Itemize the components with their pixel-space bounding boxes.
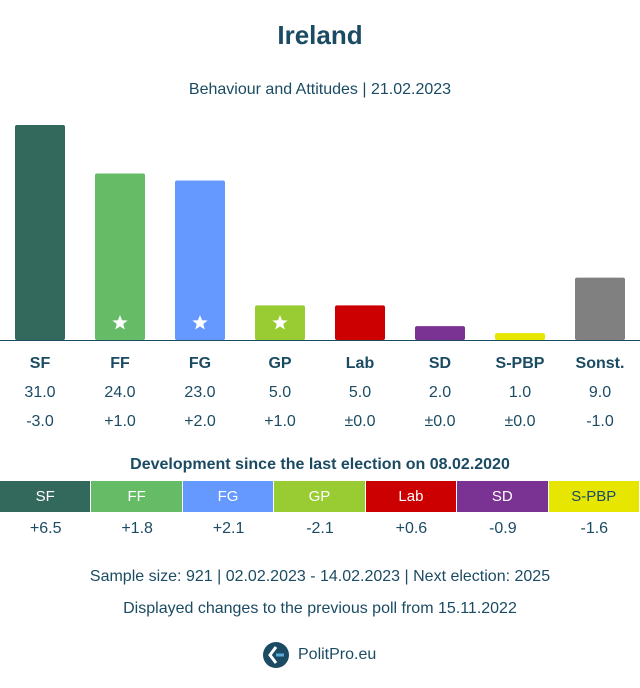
change-label: +1.0 — [104, 413, 136, 430]
development-party-ff: FF — [91, 481, 182, 512]
tick-label: GP — [268, 355, 292, 372]
development-title: Development since the last election on 0… — [130, 456, 510, 473]
development-change: -1.6 — [580, 520, 609, 537]
tick-label: SD — [428, 355, 452, 372]
development-change: +0.6 — [395, 520, 428, 537]
change-label: ±0.0 — [424, 413, 456, 430]
baseline — [0, 340, 640, 341]
data-label: 2.0 — [428, 384, 452, 401]
changes-note: Displayed changes to the previous poll f… — [123, 600, 517, 617]
development-change: +2.1 — [212, 520, 245, 537]
sample-info: Sample size: 921 | 02.02.2023 - 14.02.20… — [89, 568, 551, 585]
star-icon — [112, 315, 128, 330]
star-icon — [192, 315, 208, 330]
tick-label: FF — [110, 355, 130, 372]
development-change: -0.9 — [489, 520, 517, 537]
bar-chart-svg — [15, 125, 625, 340]
tick-label: Sonst. — [575, 355, 625, 372]
change-label: ±0.0 — [344, 413, 376, 430]
bar-sf — [15, 125, 65, 340]
tick-label: SF — [29, 355, 51, 372]
data-label: 31.0 — [24, 384, 56, 401]
tick-label: S-PBP — [495, 355, 545, 372]
bar-s-pbp — [495, 333, 545, 340]
development-party-gp: GP — [274, 481, 365, 512]
star-icon — [272, 315, 288, 330]
chart-title: Ireland — [277, 20, 363, 50]
development-party-lab: Lab — [365, 481, 457, 512]
data-label: 23.0 — [184, 384, 216, 401]
development-party-s-pbp: S-PBP — [548, 481, 639, 512]
bar-sd — [415, 326, 465, 340]
tick-label: FG — [188, 355, 212, 372]
development-change: -2.1 — [306, 520, 334, 537]
tick-label: Lab — [345, 355, 375, 372]
bar-ff — [95, 173, 145, 340]
change-label: -3.0 — [26, 413, 54, 430]
bar-lab — [335, 305, 385, 340]
development-change: +6.5 — [29, 520, 62, 537]
chart-subtitle: Behaviour and Attitudes | 21.02.2023 — [188, 81, 452, 98]
change-label: +1.0 — [264, 413, 296, 430]
data-label: 1.0 — [508, 384, 532, 401]
change-label: -1.0 — [586, 413, 614, 430]
politpro-icon — [263, 642, 289, 668]
change-label: +2.0 — [184, 413, 216, 430]
data-label: 24.0 — [104, 384, 136, 401]
data-label: 9.0 — [588, 384, 612, 401]
bar-sonst- — [575, 277, 625, 340]
bar-fg — [175, 180, 225, 340]
bar-chart — [0, 100, 640, 440]
development-party-sd: SD — [457, 481, 548, 512]
brand-text: PolitPro.eu — [298, 646, 377, 663]
data-label: 5.0 — [268, 384, 292, 401]
development-party-sf: SF — [0, 481, 91, 512]
development-party-fg: FG — [182, 481, 274, 512]
data-label: 5.0 — [348, 384, 372, 401]
politpro-logo[interactable]: PolitPro.eu — [262, 641, 376, 669]
development-change: +1.8 — [121, 520, 153, 537]
change-label: ±0.0 — [504, 413, 536, 430]
